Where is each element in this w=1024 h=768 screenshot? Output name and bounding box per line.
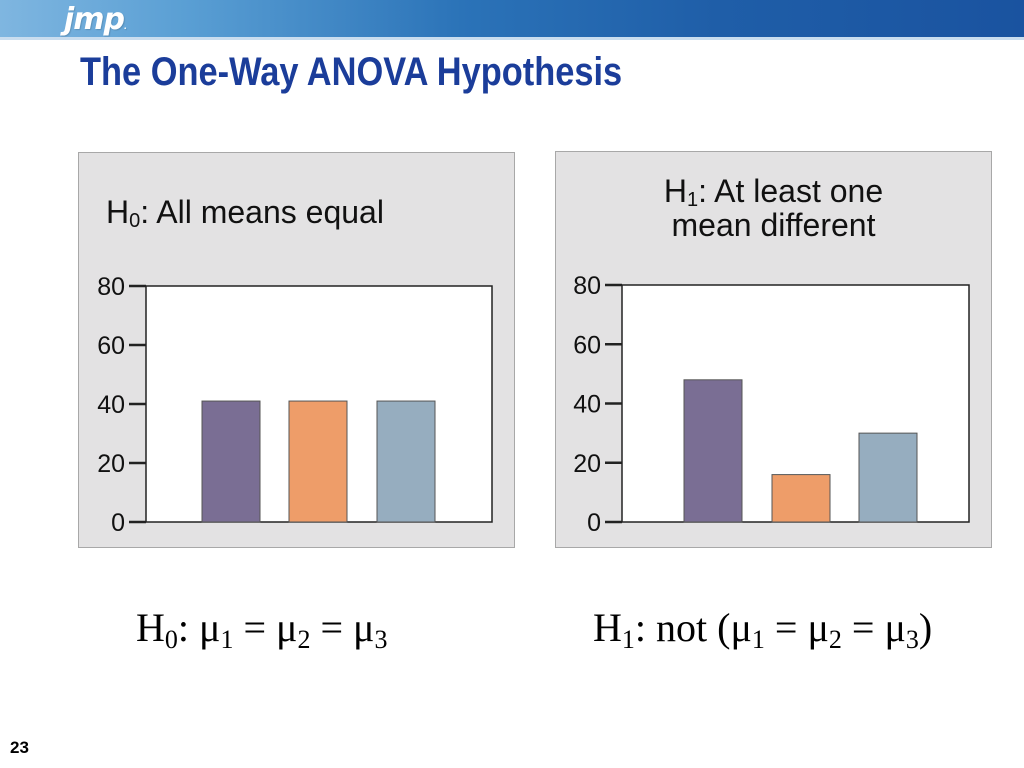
page-number: 23	[10, 738, 29, 757]
y-tick-label: 80	[573, 272, 601, 300]
chart-panel-null-hypothesis: H0: All means equal 0 20 40 60 80	[78, 152, 515, 548]
bar-group-2	[771, 474, 831, 523]
bar-group-1	[683, 379, 743, 523]
jmp-logo: jmp.	[64, 2, 127, 37]
y-tick-label: 20	[97, 450, 125, 478]
y-tick-label: 80	[97, 273, 125, 301]
panel-heading: H0: All means equal	[106, 194, 384, 232]
alternative-hypothesis-formula: H1: not (μ1 = μ2 = μ3)	[593, 605, 933, 654]
y-tick-label: 20	[573, 450, 601, 478]
bar-chart-h1: 0 20 40 60 80	[573, 272, 970, 537]
y-tick-label: 40	[573, 391, 601, 419]
y-tick-label: 60	[97, 332, 125, 360]
header-band: jmp.	[0, 0, 1024, 40]
chart-panel-alternative-hypothesis: H1: At least one mean different 0 20 40 60 8…	[555, 151, 992, 548]
bar-group-1	[201, 400, 261, 523]
y-tick-label: 0	[111, 509, 125, 537]
null-hypothesis-formula: H0: μ1 = μ2 = μ3	[136, 605, 388, 654]
bar-chart-h0: 0 20 40 60 80	[97, 273, 493, 537]
bar-group-2	[288, 400, 348, 523]
y-tick-label: 0	[587, 509, 601, 537]
bar-group-3	[376, 400, 436, 523]
panel-heading: H1: At least one mean different	[663, 173, 884, 243]
y-tick-label: 40	[97, 391, 125, 419]
bar-group-3	[858, 432, 918, 523]
slide-title: The One-Way ANOVA Hypothesis	[80, 50, 623, 94]
y-tick-label: 60	[573, 331, 601, 359]
